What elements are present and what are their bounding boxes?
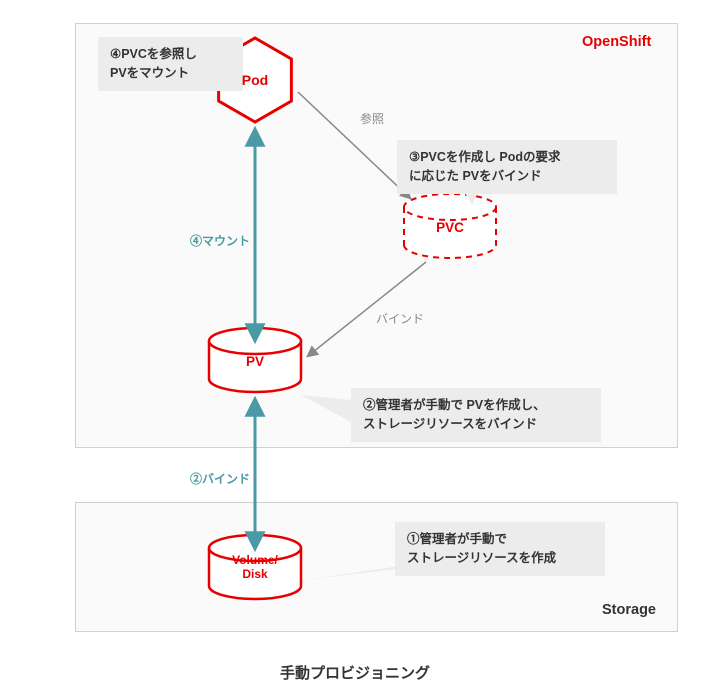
caption: 手動プロビジョニング	[280, 662, 430, 683]
callout-3-text: ③PVCを作成し Podの要求に応じた PVをバインド	[409, 150, 561, 183]
pod-label: Pod	[205, 72, 305, 88]
pvc-label: PVC	[400, 220, 500, 235]
callout-2-text: ②管理者が手動で PVを作成し、ストレージリソースをバインド	[363, 398, 546, 431]
bind-label: ②バインド	[190, 470, 250, 487]
vol-label: Volume/Disk	[205, 553, 305, 581]
mount-label: ④マウント	[190, 232, 250, 249]
pv-label: PV	[205, 354, 305, 369]
ref-label: 参照	[360, 110, 384, 127]
callout-2: ②管理者が手動で PVを作成し、ストレージリソースをバインド	[351, 388, 601, 442]
callout-1: ①管理者が手動でストレージリソースを作成	[395, 522, 605, 576]
diagram-svg	[0, 0, 713, 693]
callout-4-text: ④PVCを参照しPVをマウント	[110, 47, 197, 80]
bind2-label: バインド	[376, 310, 424, 327]
callout-1-text: ①管理者が手動でストレージリソースを作成	[407, 532, 556, 565]
callout-3: ③PVCを作成し Podの要求に応じた PVをバインド	[397, 140, 617, 194]
